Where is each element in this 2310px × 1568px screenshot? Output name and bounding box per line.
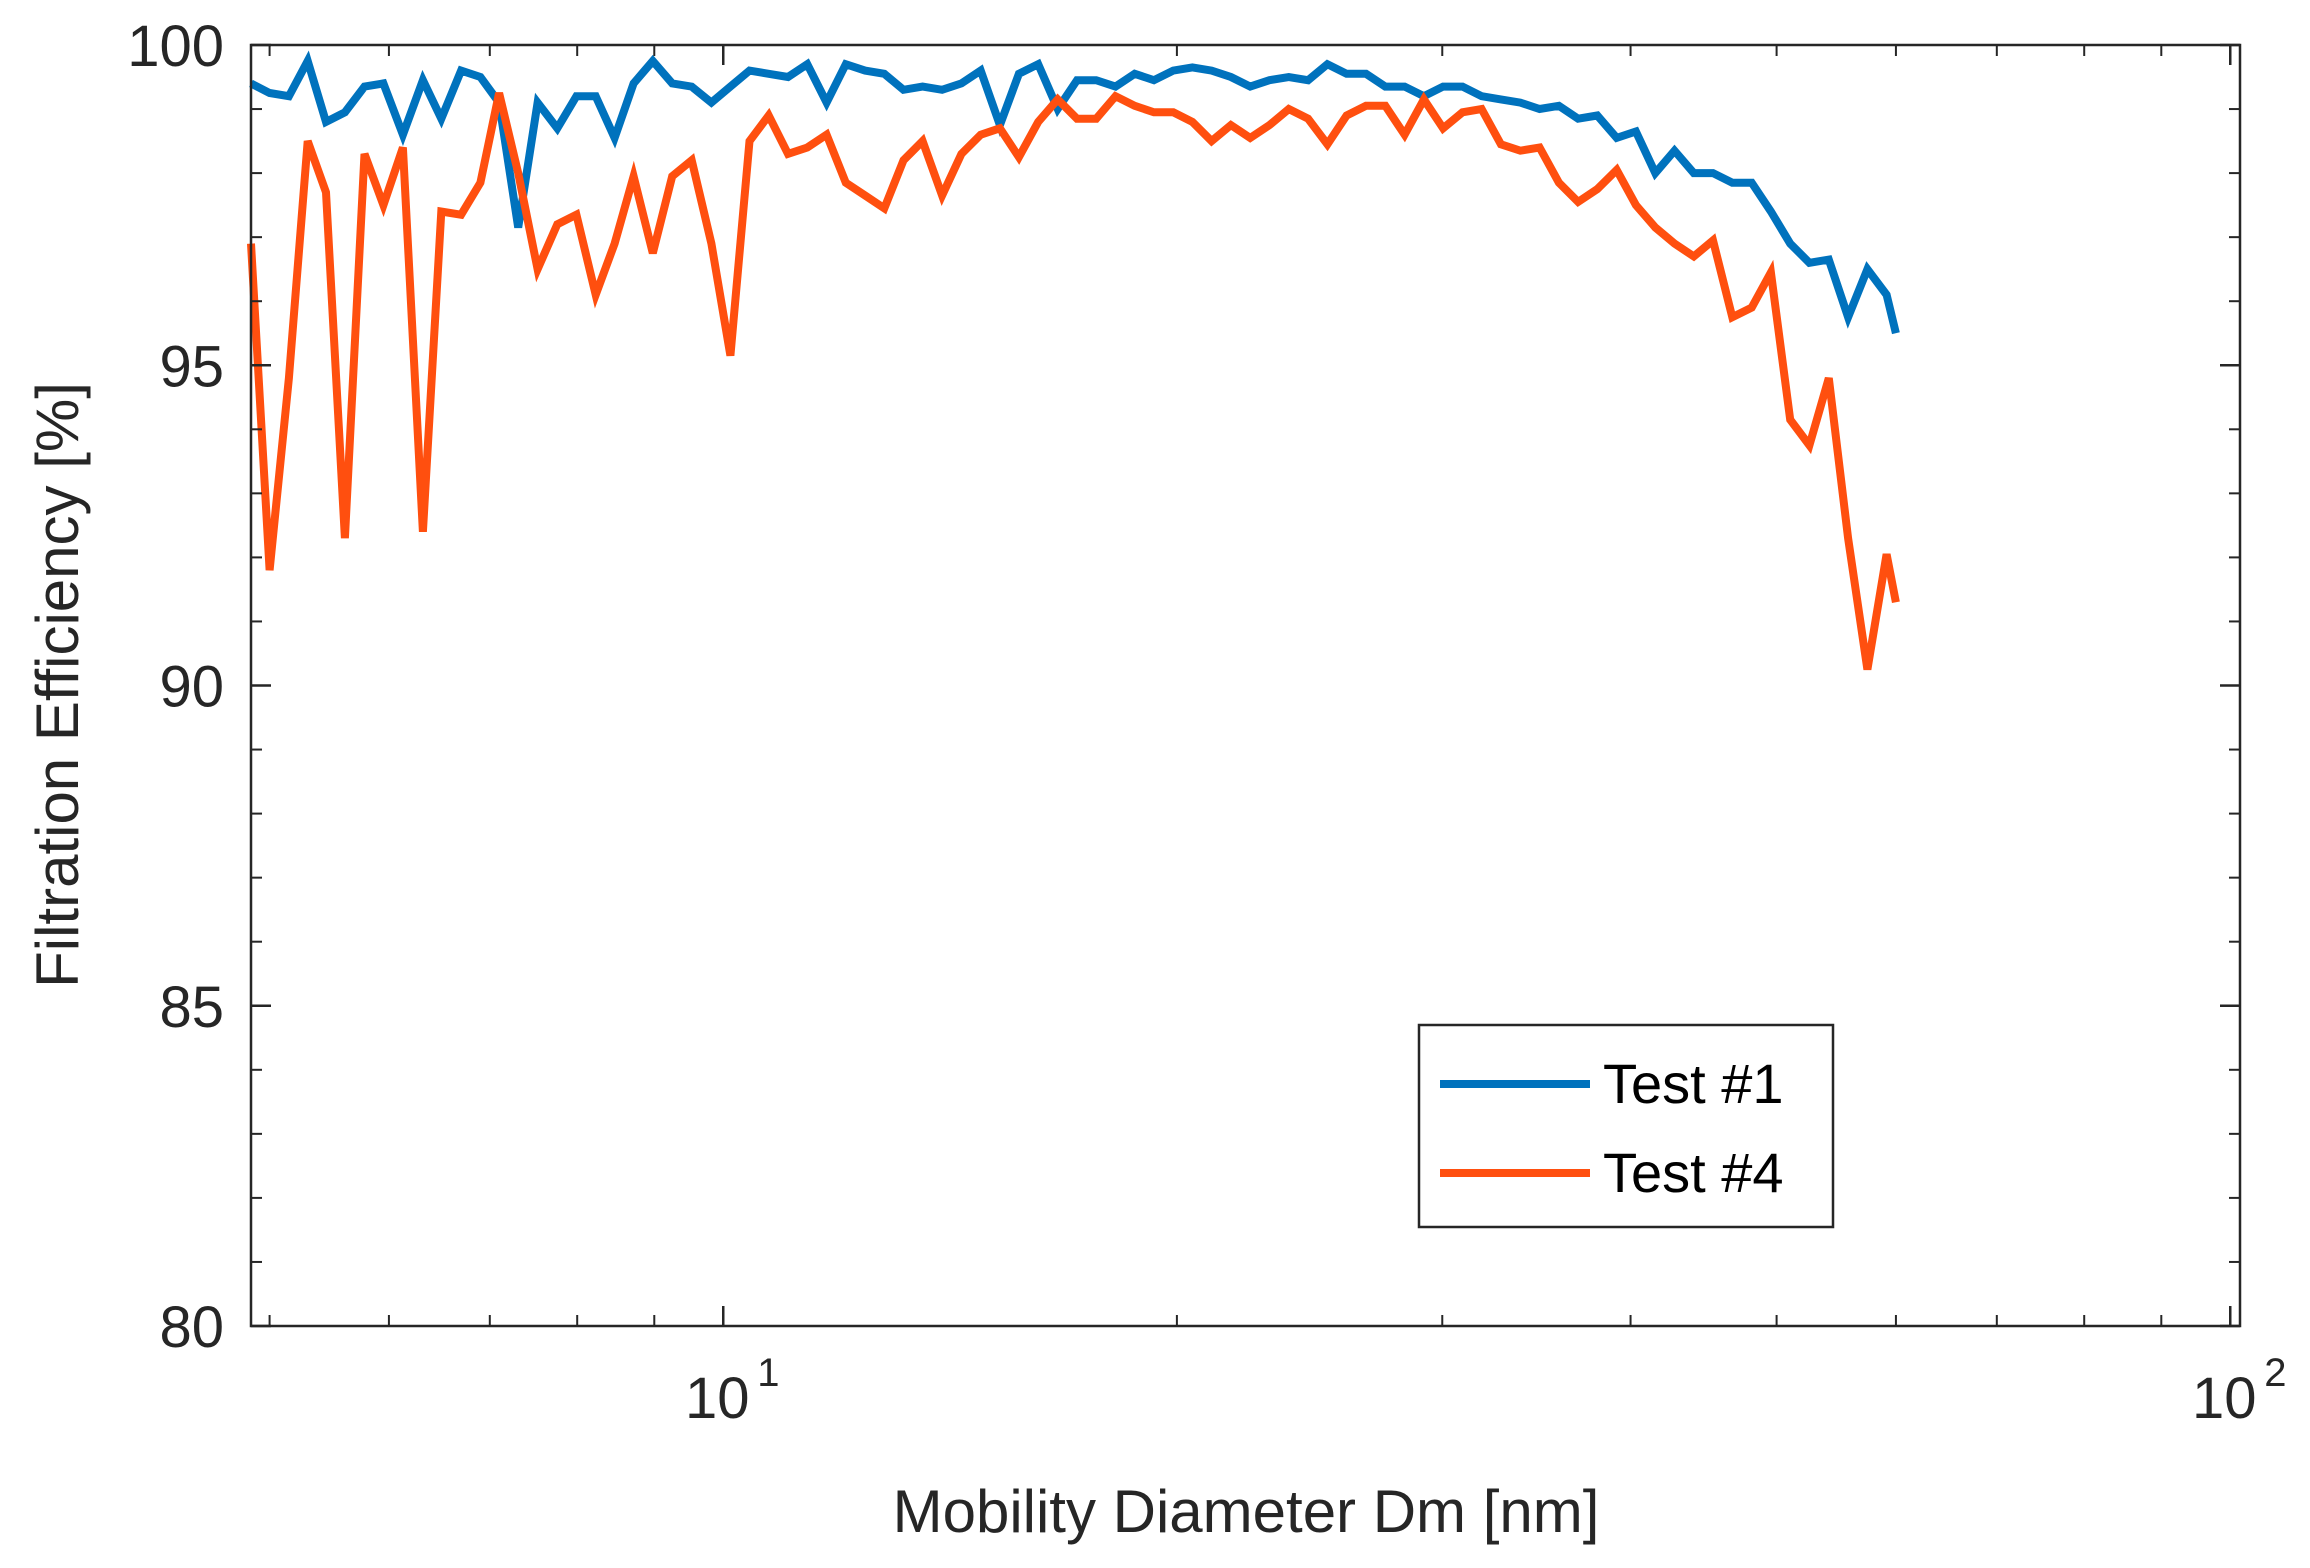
legend: Test #1 Test #4 (1417, 1023, 1835, 1229)
minor-ticks (251, 45, 2240, 1326)
plot-area (251, 45, 2240, 1326)
x-tick-label: 10 (685, 1366, 750, 1431)
y-tick-label: 90 (159, 655, 224, 720)
y-axis-label: Filtration Efficiency [%] (24, 382, 91, 988)
y-tick-label: 85 (159, 975, 224, 1040)
x-tick-label: 10 (2192, 1366, 2257, 1431)
legend-box (1417, 1023, 1835, 1229)
y-tick-labels: 80 85 90 95 100 (127, 14, 224, 1360)
x-tick-labels: 10 1 10 2 (685, 1351, 2287, 1431)
plot-box (249, 43, 2242, 1328)
legend-label-test-4: Test #4 (1603, 1141, 1784, 1204)
y-tick-label: 80 (159, 1295, 224, 1360)
series-layer (247, 50, 1900, 671)
y-tick-label: 95 (159, 334, 224, 399)
legend-label-test-1: Test #1 (1603, 1052, 1784, 1115)
y-tick-label: 100 (127, 14, 224, 79)
x-tick-label-exponent: 1 (757, 1351, 779, 1395)
x-tick-label-exponent: 2 (2264, 1351, 2286, 1395)
series-line-test-4 (247, 91, 1900, 671)
x-axis-label: Mobility Diameter Dm [nm] (893, 1478, 1600, 1545)
